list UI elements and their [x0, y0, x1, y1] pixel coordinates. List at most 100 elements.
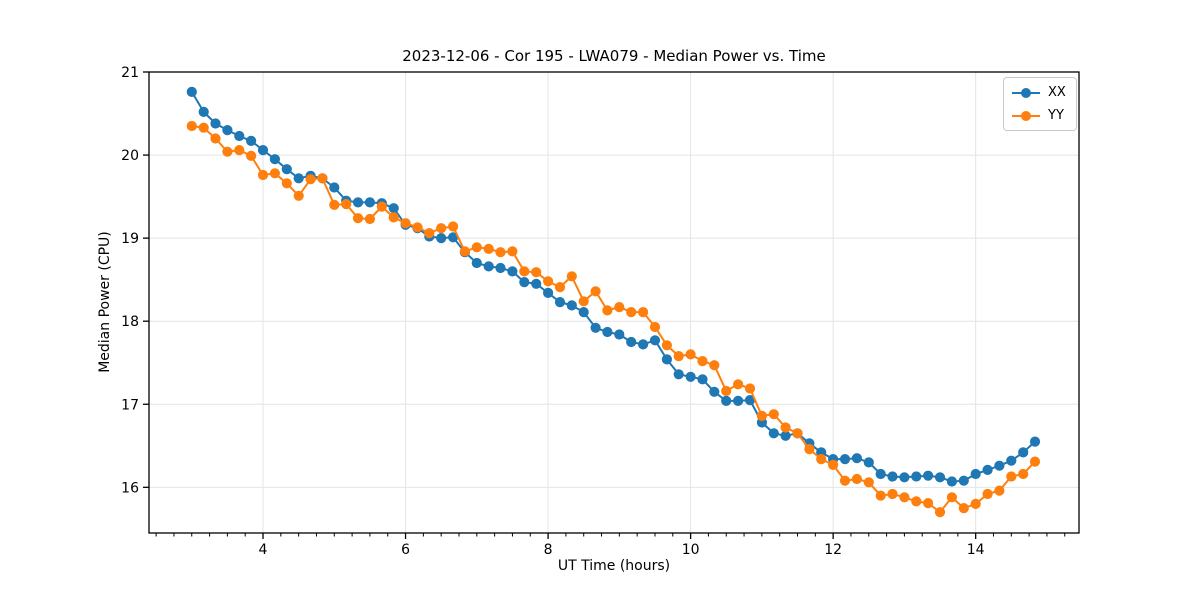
series-yy-marker — [352, 213, 364, 224]
series-xx-marker — [875, 468, 886, 480]
y-tick-label: 19 — [121, 231, 139, 247]
series-yy-marker — [471, 242, 482, 253]
series-xx-marker — [970, 468, 981, 480]
series-yy-marker — [875, 490, 886, 501]
series-xx-marker — [507, 266, 518, 277]
series-yy-marker — [733, 379, 744, 390]
series-xx-marker — [780, 430, 791, 441]
series-yy-marker — [768, 409, 779, 420]
series-yy-marker — [958, 503, 969, 514]
series-yy-marker — [1018, 468, 1029, 480]
series-yy-marker — [863, 477, 874, 488]
series-yy-marker — [590, 286, 601, 297]
series-xx-marker — [661, 354, 673, 365]
series-yy-marker — [566, 271, 577, 282]
series-xx-marker — [222, 125, 233, 136]
series-yy-marker — [709, 360, 720, 371]
series-xx-marker — [352, 197, 364, 208]
series-xx-marker — [911, 471, 922, 482]
x-axis-label: UT Time (hours) — [557, 558, 671, 574]
x-tick-label: 6 — [401, 542, 410, 558]
series-yy-marker — [483, 243, 494, 254]
series-xx-marker — [519, 277, 530, 288]
series-yy-marker — [341, 199, 352, 210]
chart-title: 2023-12-06 - Cor 195 - LWA079 - Median P… — [402, 47, 826, 65]
series-yy-marker — [388, 212, 399, 223]
series-yy-marker — [638, 307, 649, 318]
series-yy-marker — [982, 488, 993, 500]
series-yy-marker — [828, 459, 839, 470]
series-xx-marker — [210, 118, 221, 129]
series-yy-marker — [994, 485, 1005, 496]
legend-label-yy: YY — [1048, 108, 1064, 123]
series-xx-marker — [626, 336, 637, 348]
y-tick-label: 18 — [121, 314, 139, 330]
series-yy-marker — [614, 302, 625, 313]
series-xx-marker — [1006, 455, 1017, 466]
series-xx-marker — [768, 428, 779, 439]
series-yy-marker — [269, 168, 280, 179]
series-xx-marker — [709, 386, 720, 397]
series-xx-marker — [839, 454, 851, 465]
series-yy-marker — [804, 444, 815, 455]
series-yy-marker — [507, 246, 518, 257]
legend-label-xx: XX — [1048, 85, 1066, 100]
series-xx-marker — [721, 395, 732, 406]
series-yy-marker — [685, 349, 696, 360]
y-tick-label: 21 — [121, 65, 139, 81]
legend-item-xx: XX — [1012, 83, 1066, 102]
series-xx-marker — [436, 233, 447, 244]
series-yy-marker — [293, 190, 304, 201]
series-xx-marker — [388, 203, 399, 214]
series-xx-marker — [257, 145, 269, 156]
series-xx-marker — [958, 475, 969, 486]
series-xx-line — [190, 91, 1036, 483]
series-xx-marker — [531, 278, 542, 289]
series-xx-marker — [614, 329, 625, 340]
series-xx-marker — [186, 86, 197, 97]
series-yy-marker — [495, 247, 506, 258]
series-yy-marker — [234, 145, 245, 156]
series-yy-marker — [400, 218, 411, 229]
series-yy-marker — [970, 498, 981, 509]
series-xx-marker — [578, 307, 589, 318]
series-yy-marker — [186, 120, 197, 132]
y-tick-label: 20 — [121, 148, 139, 164]
series-yy-marker — [329, 199, 340, 210]
series-xx-marker — [554, 297, 566, 308]
series-yy-marker — [519, 266, 530, 277]
series-xx-marker — [198, 106, 209, 117]
series-yy-marker — [412, 222, 423, 233]
series-xx-marker — [471, 257, 482, 269]
series-xx-marker — [602, 326, 613, 338]
series-xx-marker — [281, 164, 292, 175]
legend-marker-yy-icon — [1012, 110, 1040, 121]
series-xx-marker — [733, 395, 744, 406]
series-xx-marker — [923, 470, 934, 481]
y-tick-label: 17 — [121, 397, 139, 413]
legend-marker-xx-icon — [1012, 87, 1040, 98]
y-tick-label: 16 — [121, 480, 139, 496]
series-xx-marker — [697, 374, 708, 385]
series-yy-marker — [246, 150, 257, 161]
series-yy-marker — [899, 492, 910, 503]
series-yy-marker — [317, 173, 328, 184]
series-yy-marker — [578, 296, 589, 307]
series-xx-marker — [269, 154, 280, 165]
series-yy-marker — [744, 383, 756, 394]
legend-item-yy: YY — [1012, 106, 1066, 125]
series-xx-marker — [887, 471, 898, 482]
series-xx-marker — [1029, 436, 1041, 447]
series-xx-marker — [994, 460, 1005, 471]
x-tick-label: 8 — [544, 542, 553, 558]
plot-border — [148, 71, 1080, 534]
series-yy-marker — [661, 340, 673, 351]
series-yy-marker — [851, 473, 863, 485]
series-xx-marker — [934, 472, 946, 483]
series-yy-marker — [911, 496, 922, 507]
series-xx-marker — [566, 300, 577, 311]
series-yy-marker — [448, 221, 459, 232]
series-yy-marker — [531, 267, 542, 278]
series-yy-marker — [436, 223, 447, 234]
